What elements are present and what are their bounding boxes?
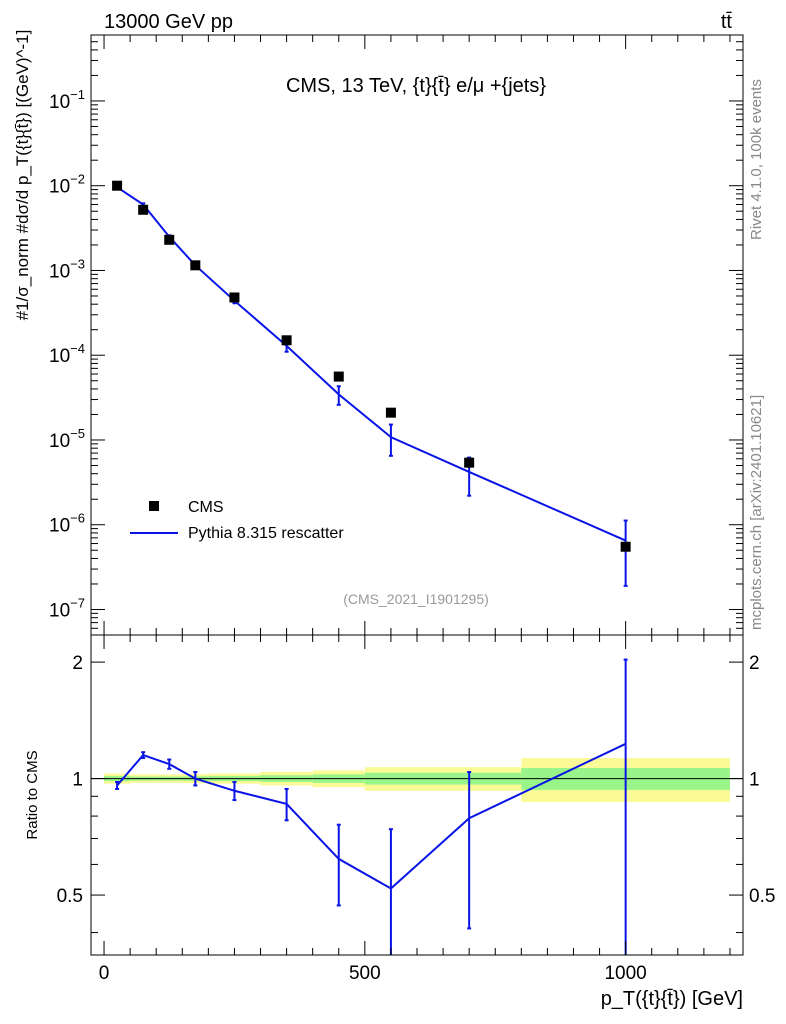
main-y-tick-label: 10−4 [49,341,85,367]
main-y-tick-label: 10−1 [49,87,85,113]
energy-label: 13000 GeV pp [104,11,233,33]
analysis-id: (CMS_2021_I1901295) [343,591,489,607]
cms-data-series [112,180,631,552]
pythia-line [116,186,627,542]
cms-data-point [229,292,240,303]
main-y-tick-label: 10−6 [49,511,85,537]
main-y-tick-label: 10−2 [49,172,85,198]
x-tick-label: 0 [99,963,110,984]
ratio-y-tick-label: 2 [72,653,83,674]
process-label: tt̄ [721,11,733,33]
ratio-y-tick-label-right: 2 [749,653,760,674]
main-x-ticks [103,35,731,635]
legend-label-pythia: Pythia 8.315 rescatter [188,525,344,542]
cms-data-point [281,335,292,346]
ratio-y-axis-label: Ratio to CMS [24,750,41,839]
main-y-tick-label: 10−5 [49,426,85,452]
ratio-y-tick-label: 0.5 [57,886,83,907]
cms-data-point [385,407,396,418]
x-axis-label: p_T({t}{t̄}) [GeV] [601,988,743,1010]
cms-data-point [138,204,149,215]
main-y-axis-label: #1/σ_norm #dσ/d p_T({t}{t̄}) [(GeV)^-1] [13,30,32,321]
ratio-x-axis: 0 500 1000 [99,635,731,984]
mc-series-ratio [115,658,628,955]
main-panel: 10−7 10−6 10−5 10−4 10−3 10−2 10−1 CMS, 13 TeV… [13,30,744,636]
x-tick-label: 1000 [604,963,646,984]
ratio-y-tick-label-right: 0.5 [749,886,775,907]
legend-label-cms: CMS [188,499,224,516]
cms-data-point [190,260,201,271]
cms-data-point [333,371,344,382]
cms-data-point [620,541,631,552]
plot-title: CMS, 13 TeV, {t}{t̄} e/μ +{jets} [286,75,546,97]
side-label-rivet: Rivet 4.1.0, 100k events [748,79,765,240]
cms-data-point [164,234,175,245]
main-y-tick-label: 10−3 [49,256,85,282]
side-label-source: mcplots.cern.ch [arXiv:2401.10621] [748,395,765,630]
cms-data-point [464,457,475,468]
main-y-axis: 10−7 10−6 10−5 10−4 10−3 10−2 10−1 [49,41,743,636]
main-y-tick-label: 10−7 [49,595,85,621]
x-tick-label: 500 [349,963,381,984]
main-plot-frame [90,34,744,636]
ratio-y-tick-label: 1 [72,770,83,791]
legend-marker-cms [149,501,159,511]
ratio-y-tick-label-right: 1 [749,770,760,791]
cms-data-point [112,180,123,191]
legend: CMS Pythia 8.315 rescatter [130,499,344,542]
ratio-panel: 0.5 0.5 1 1 2 2 0 500 1000 Ratio to CMS p_T({t}… [24,634,775,1010]
ratio-y-axis: 0.5 0.5 1 1 2 2 [57,653,775,934]
ratio-line [116,742,627,890]
